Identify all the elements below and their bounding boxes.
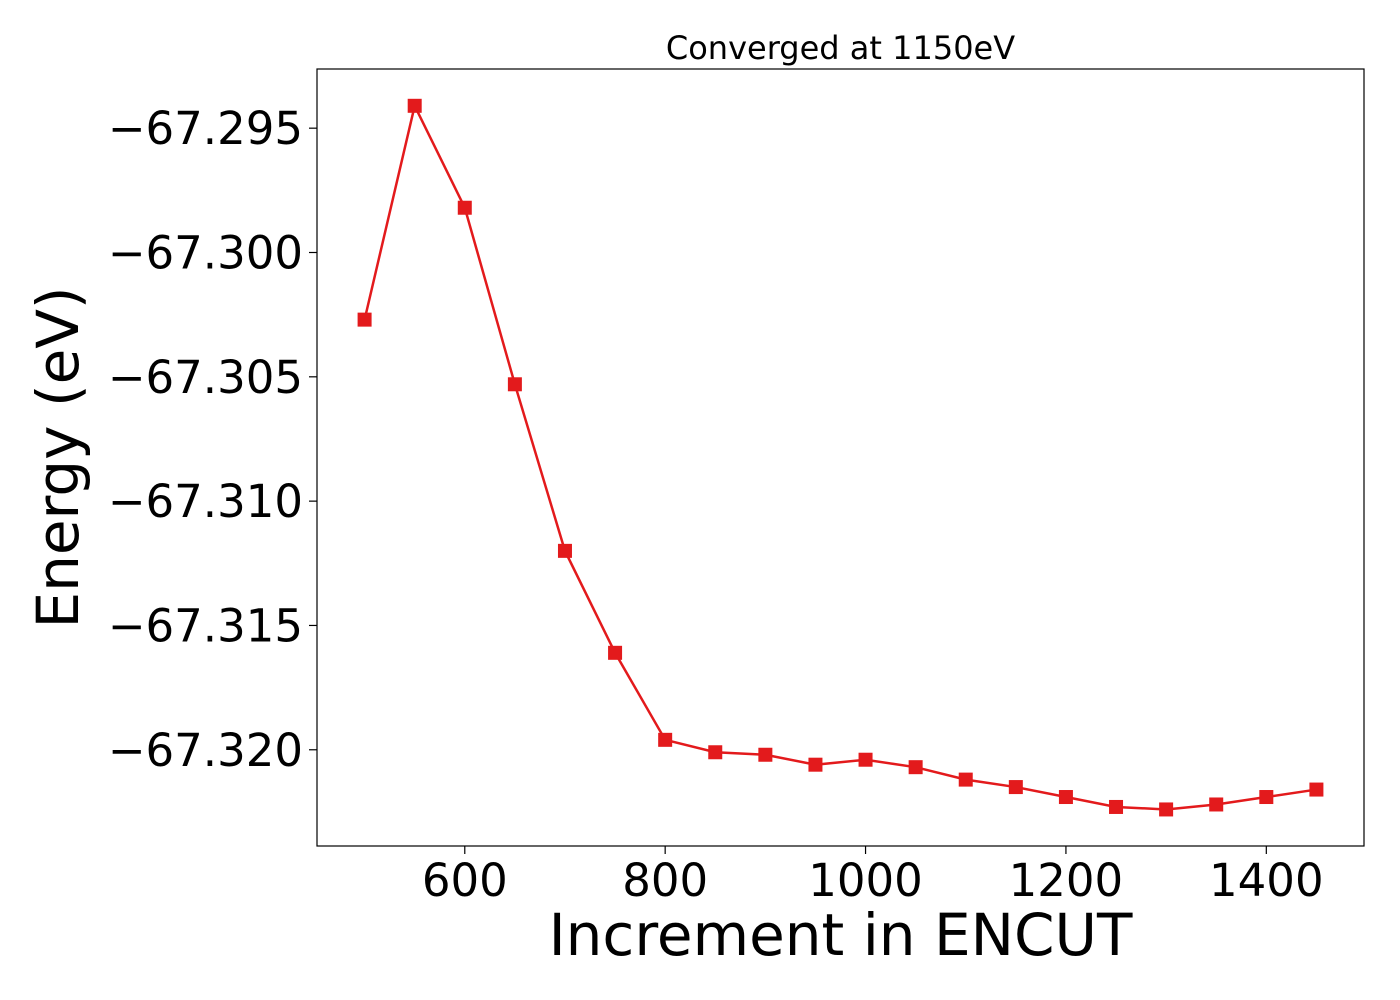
data-series <box>357 98 1324 817</box>
y-tick-label: −67.305 <box>108 351 303 404</box>
y-axis-label: Energy (eV) <box>24 286 92 628</box>
x-axis-ticks: 600 800 1000 1200 1400 <box>422 846 1324 907</box>
data-point-marker <box>1259 790 1274 805</box>
series-line <box>363 102 1317 811</box>
data-point-marker <box>858 752 873 767</box>
data-point-marker <box>457 200 472 215</box>
data-point-marker <box>908 760 923 775</box>
data-point-marker <box>808 757 823 772</box>
y-tick-label: −67.310 <box>108 475 303 528</box>
data-point-marker <box>1058 790 1073 805</box>
data-point-marker <box>407 98 422 113</box>
data-point-marker <box>608 645 623 660</box>
data-point-marker <box>708 745 723 760</box>
chart-title: Converged at 1150eV <box>666 29 1015 67</box>
x-tick-label: 800 <box>622 854 708 907</box>
plot-frame <box>316 68 1365 847</box>
x-tick-label: 1200 <box>1009 854 1124 907</box>
data-point-marker <box>507 377 522 392</box>
y-tick-label: −67.300 <box>108 226 303 279</box>
data-point-marker <box>1309 782 1324 797</box>
y-tick-label: −67.320 <box>108 724 303 777</box>
data-point-marker <box>958 772 973 787</box>
data-point-marker <box>658 732 673 747</box>
x-axis-label: Increment in ENCUT <box>549 901 1133 969</box>
data-point-marker <box>758 747 773 762</box>
data-point-marker <box>1159 802 1174 817</box>
data-point-marker <box>357 312 372 327</box>
data-point-marker <box>557 543 572 558</box>
y-axis-ticks: −67.295 −67.300 −67.305 −67.310 −67.315 −67.3… <box>108 102 317 777</box>
data-point-marker <box>1209 797 1224 812</box>
data-point-marker <box>1008 780 1023 795</box>
data-point-marker <box>1109 799 1124 814</box>
x-tick-label: 600 <box>422 854 508 907</box>
y-tick-label: −67.295 <box>108 102 303 155</box>
y-tick-label: −67.315 <box>108 599 303 652</box>
x-tick-label: 1400 <box>1209 854 1324 907</box>
x-tick-label: 1000 <box>808 854 923 907</box>
